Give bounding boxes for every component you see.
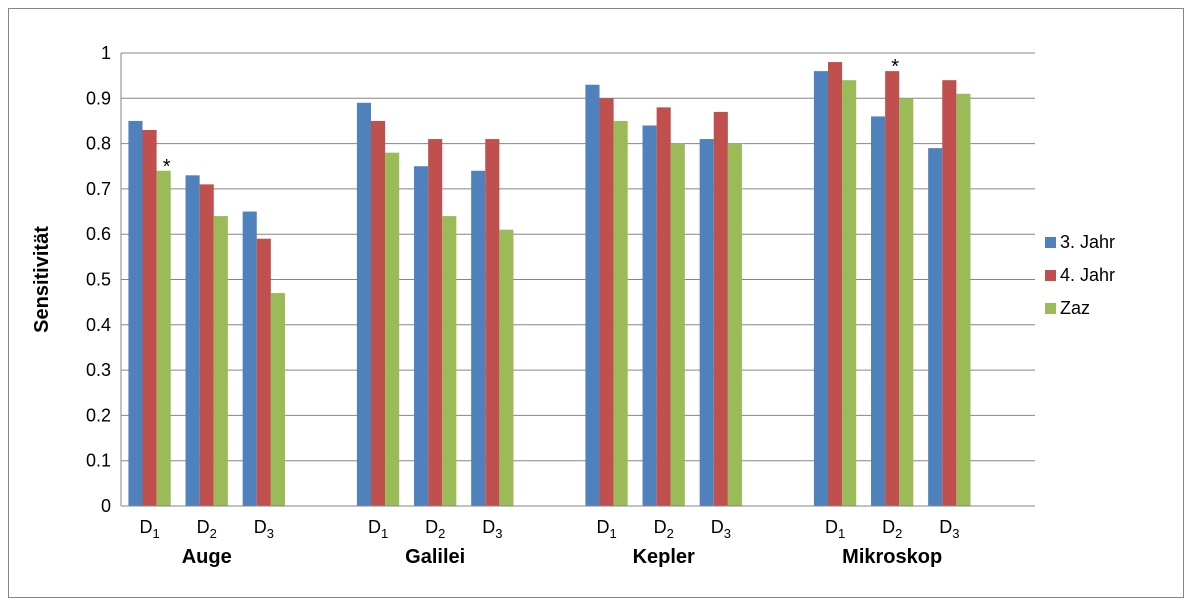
legend: 3. Jahr 4. Jahr Zaz bbox=[1045, 232, 1115, 318]
legend-label: Zaz bbox=[1060, 298, 1090, 318]
y-tick-label: 0.7 bbox=[86, 179, 111, 199]
bar bbox=[242, 211, 257, 507]
bar bbox=[371, 120, 386, 506]
significance-marker: * bbox=[891, 56, 899, 78]
bar bbox=[813, 71, 829, 507]
bar bbox=[670, 143, 685, 506]
y-tick-label: 0.1 bbox=[86, 451, 111, 471]
annotations: ** bbox=[163, 56, 900, 178]
bar bbox=[828, 62, 843, 507]
y-tick-label: 0.8 bbox=[86, 134, 111, 154]
legend-swatch bbox=[1045, 237, 1056, 248]
bar bbox=[356, 102, 372, 506]
y-tick-label: 0.3 bbox=[86, 360, 111, 380]
bar bbox=[142, 130, 157, 506]
bar bbox=[199, 184, 214, 506]
bar bbox=[385, 152, 400, 506]
y-tick-label: 0 bbox=[101, 496, 111, 516]
group-labels: Auge Galilei Kepler Mikroskop bbox=[182, 546, 943, 568]
y-tick-label: 0.6 bbox=[86, 224, 111, 244]
legend-swatch bbox=[1045, 303, 1056, 314]
y-tick-labels: 0 0.1 0.2 0.3 0.4 0.5 0.6 0.7 0.8 0.9 1 bbox=[86, 43, 111, 516]
legend-label: 3. Jahr bbox=[1060, 232, 1115, 252]
bar bbox=[899, 98, 914, 507]
x-tick-label: D3 bbox=[939, 517, 959, 541]
bar bbox=[842, 80, 857, 507]
bar bbox=[885, 71, 900, 507]
y-tick-label: 0.2 bbox=[86, 405, 111, 425]
x-tick-labels: D1 D2 D3 D1 D2 D3 D1 D2 D3 D1 D2 D3 bbox=[139, 517, 959, 541]
bar bbox=[499, 229, 514, 507]
y-tick-label: 0.4 bbox=[86, 315, 111, 335]
x-tick-label: D2 bbox=[882, 517, 902, 541]
bar bbox=[599, 98, 614, 507]
group-label: Mikroskop bbox=[842, 546, 942, 568]
legend-swatch bbox=[1045, 270, 1056, 281]
x-tick-label: D3 bbox=[254, 517, 274, 541]
x-tick-label: D1 bbox=[139, 517, 159, 541]
x-tick-label: D1 bbox=[368, 517, 388, 541]
bar bbox=[471, 170, 486, 506]
bar bbox=[942, 80, 957, 507]
bar bbox=[156, 170, 171, 506]
significance-marker: * bbox=[163, 156, 171, 178]
x-tick-label: D1 bbox=[825, 517, 845, 541]
y-tick-label: 0.9 bbox=[86, 88, 111, 108]
bar bbox=[485, 139, 500, 506]
x-tick-label: D3 bbox=[711, 517, 731, 541]
bar bbox=[414, 166, 429, 506]
bar bbox=[613, 120, 628, 506]
bar bbox=[270, 293, 285, 506]
bar bbox=[727, 143, 742, 506]
bar bbox=[713, 111, 728, 506]
group-label: Kepler bbox=[633, 546, 695, 568]
y-axis-label: Sensitivität bbox=[31, 226, 53, 333]
y-tick-label: 1 bbox=[101, 43, 111, 63]
bar bbox=[585, 84, 600, 507]
bar bbox=[428, 139, 443, 506]
bar bbox=[185, 175, 200, 506]
bar bbox=[871, 116, 886, 507]
bar bbox=[642, 125, 657, 506]
bar bbox=[656, 107, 671, 507]
x-tick-label: D2 bbox=[197, 517, 217, 541]
group-label: Auge bbox=[182, 546, 232, 568]
bar bbox=[213, 216, 228, 506]
x-tick-label: D1 bbox=[596, 517, 616, 541]
bar bbox=[699, 139, 714, 506]
x-tick-label: D2 bbox=[654, 517, 674, 541]
bars bbox=[128, 62, 971, 507]
bar bbox=[928, 148, 943, 506]
bar bbox=[128, 120, 143, 506]
group-label: Galilei bbox=[405, 546, 465, 568]
bar bbox=[256, 238, 271, 507]
bar bbox=[956, 93, 971, 507]
legend-label: 4. Jahr bbox=[1060, 265, 1115, 285]
x-tick-label: D2 bbox=[425, 517, 445, 541]
y-tick-label: 0.5 bbox=[86, 270, 111, 290]
bar bbox=[442, 216, 457, 506]
axes bbox=[120, 53, 1035, 507]
x-tick-label: D3 bbox=[482, 517, 502, 541]
